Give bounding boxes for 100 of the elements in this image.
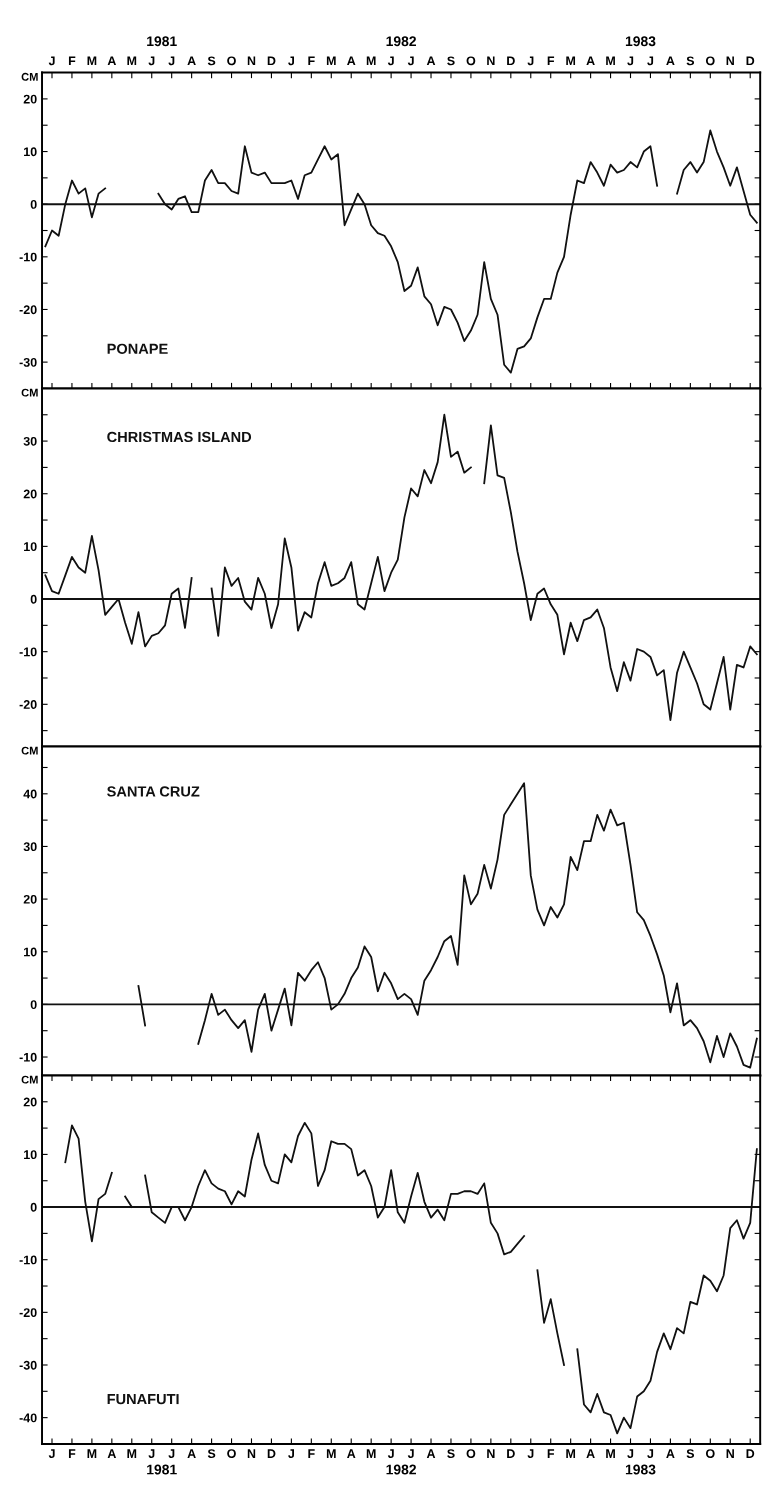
x-tick-label: D	[746, 1449, 755, 1458]
x-tick-label: M	[606, 1449, 615, 1458]
y-tick-label: 30	[23, 436, 37, 446]
x-tick-label: J	[387, 56, 394, 66]
x-tick-label: A	[347, 1449, 356, 1458]
y-axis-title: CM	[21, 72, 38, 81]
x-tick-label: M	[366, 1449, 376, 1458]
text: SANTA CRUZ	[107, 786, 200, 797]
x-tick-label: S	[447, 1449, 455, 1458]
x-tick-label: S	[207, 56, 216, 66]
text: 1981	[147, 36, 177, 47]
y-tick-label: -40	[19, 1413, 37, 1423]
y-tick-label: 0	[30, 1000, 37, 1010]
x-tick-label: F	[68, 1449, 76, 1458]
x-tick-label: N	[247, 56, 256, 66]
text: 1983	[625, 1464, 656, 1475]
x-tick-label: J	[407, 1449, 414, 1458]
y-tick-label: 40	[23, 789, 37, 799]
y-axis-title: CM	[21, 746, 38, 755]
x-tick-label: J	[527, 56, 534, 66]
x-tick-label: D	[267, 56, 276, 66]
x-tick-label: O	[705, 56, 715, 66]
x-tick-label: A	[666, 1449, 675, 1458]
x-tick-label: O	[466, 56, 476, 66]
x-tick-label: A	[586, 56, 595, 66]
x-tick-label: D	[507, 1449, 515, 1458]
x-tick-label: J	[48, 1449, 55, 1458]
y-tick-label: -30	[19, 1360, 37, 1370]
x-tick-label: J	[288, 1449, 294, 1458]
x-tick-label: N	[726, 56, 734, 66]
y-axis-title: CM	[21, 388, 38, 397]
x-tick-label: A	[107, 56, 117, 66]
x-tick-label: O	[705, 1449, 715, 1458]
x-tick-label: M	[127, 1449, 137, 1458]
y-tick-label: 0	[30, 199, 37, 209]
x-tick-label: S	[207, 1449, 216, 1458]
x-tick-label: J	[288, 56, 294, 66]
x-tick-label: O	[466, 1449, 476, 1458]
y-tick-label: 10	[24, 947, 37, 957]
x-tick-label: A	[426, 1449, 436, 1458]
x-tick-label: M	[87, 56, 97, 66]
x-tick-label: F	[308, 1449, 315, 1458]
y-tick-label: 10	[24, 542, 37, 552]
x-tick-label: A	[666, 56, 675, 66]
text: 1982	[386, 1464, 416, 1475]
x-tick-label: J	[407, 56, 414, 66]
x-tick-label: M	[127, 56, 137, 66]
text: 1981	[147, 1464, 177, 1475]
x-tick-label: J	[168, 56, 175, 66]
x-tick-label: N	[487, 1449, 495, 1458]
y-axis-title: CM	[21, 1075, 38, 1084]
x-tick-label: D	[746, 56, 755, 66]
y-tick-label: -10	[19, 1255, 37, 1265]
x-tick-label: F	[68, 56, 76, 66]
x-tick-label: O	[227, 56, 236, 66]
x-tick-label: M	[366, 56, 376, 66]
x-tick-label: D	[507, 56, 515, 66]
x-tick-label: S	[447, 56, 455, 66]
x-tick-label: S	[686, 56, 695, 66]
y-tick-label: 0	[30, 1202, 37, 1212]
x-tick-label: M	[326, 56, 336, 66]
x-tick-label: J	[647, 56, 654, 66]
y-tick-label: 20	[23, 94, 37, 104]
x-tick-label: M	[566, 1449, 576, 1458]
y-tick-label: -10	[19, 647, 37, 657]
y-tick-label: -20	[19, 305, 37, 315]
x-tick-label: N	[487, 56, 495, 66]
x-tick-label: J	[627, 1449, 634, 1458]
x-tick-label: A	[586, 1449, 595, 1458]
y-tick-label: 10	[24, 1150, 37, 1160]
x-tick-label: J	[647, 1449, 654, 1458]
x-tick-label: J	[527, 1449, 534, 1458]
y-tick-label: 30	[23, 842, 37, 852]
x-tick-label: N	[726, 1449, 734, 1458]
x-tick-label: J	[627, 56, 634, 66]
x-tick-label: J	[148, 1449, 155, 1458]
y-tick-label: 0	[30, 594, 37, 604]
x-tick-label: D	[267, 1449, 276, 1458]
x-tick-label: A	[107, 1449, 117, 1458]
x-tick-label: F	[308, 56, 315, 66]
y-tick-label: -20	[19, 1308, 37, 1317]
x-tick-label: M	[606, 56, 615, 66]
y-tick-label: 20	[23, 489, 37, 499]
x-tick-label: F	[547, 1449, 555, 1458]
x-tick-label: M	[326, 1449, 336, 1458]
x-tick-label: A	[426, 56, 436, 66]
x-tick-label: J	[48, 56, 55, 66]
x-tick-label: S	[686, 1449, 695, 1458]
x-tick-label: A	[187, 1449, 196, 1458]
x-tick-label: J	[168, 1449, 175, 1458]
y-tick-label: 10	[24, 147, 37, 157]
y-tick-label: -10	[19, 1052, 37, 1062]
x-tick-label: F	[547, 56, 555, 66]
x-tick-label: O	[227, 1449, 236, 1458]
text: 1982	[386, 36, 416, 47]
text: CHRISTMAS ISLAND	[107, 431, 252, 443]
y-tick-label: 20	[23, 894, 37, 904]
y-tick-label: -10	[19, 252, 37, 262]
y-tick-label: -30	[19, 357, 37, 367]
y-tick-label: -20	[19, 700, 37, 709]
